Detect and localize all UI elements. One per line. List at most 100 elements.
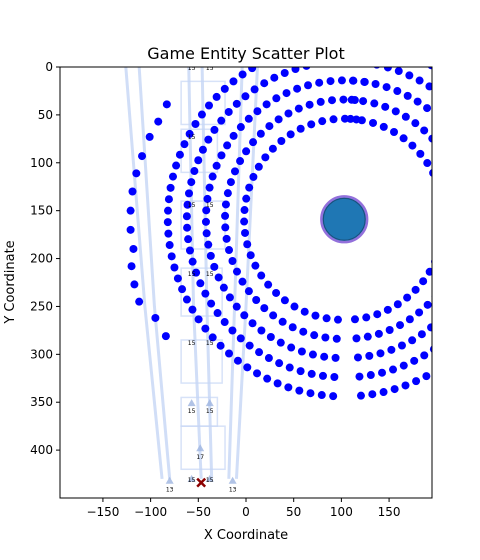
- formation-box: [180, 80, 226, 126]
- entity-dot: [405, 71, 414, 80]
- entity-dot: [393, 300, 402, 309]
- entity-dot: [373, 310, 382, 319]
- entity-dot: [194, 315, 203, 324]
- entity-dot: [266, 332, 275, 341]
- entity-dot: [374, 41, 382, 49]
- base-circle-inner: [322, 197, 366, 241]
- entity-dot: [411, 285, 420, 294]
- entity-dot: [249, 172, 258, 181]
- entity-dot: [383, 305, 392, 314]
- entity-dot: [425, 82, 432, 91]
- entity-dot: [457, 241, 465, 249]
- entity-dot: [350, 315, 359, 324]
- entity-dot: [185, 129, 194, 138]
- entity-dot: [455, 81, 463, 89]
- x-tick-label: 0: [242, 505, 250, 519]
- entity-dot: [460, 113, 468, 121]
- entity-dot: [468, 338, 476, 346]
- entity-dot: [470, 168, 478, 176]
- entity-dot: [242, 147, 251, 156]
- entity-dot: [363, 40, 371, 48]
- entity-dot: [182, 212, 191, 221]
- unit-icon: [205, 474, 214, 482]
- entity-dot: [435, 247, 443, 255]
- entity-dot: [456, 323, 464, 331]
- entity-dot: [265, 122, 274, 131]
- unit-count-label: 15: [206, 477, 214, 484]
- unit-icon: [165, 476, 174, 484]
- unit-count-label: 15: [188, 340, 196, 347]
- entity-dot: [362, 313, 371, 322]
- entity-dot: [459, 207, 467, 215]
- entity-dot: [332, 334, 341, 343]
- entity-dot: [225, 293, 234, 302]
- entity-dot: [458, 196, 466, 204]
- unit-icon: [187, 399, 196, 407]
- entity-dot: [232, 99, 241, 108]
- entity-dot: [397, 341, 406, 350]
- entity-dot: [413, 97, 422, 106]
- entity-dot: [365, 351, 374, 360]
- entity-dot: [381, 102, 390, 111]
- entity-dot: [307, 120, 316, 129]
- entity-dot: [223, 189, 232, 198]
- entity-dot: [459, 219, 467, 227]
- entity-dot: [422, 372, 431, 381]
- entity-dot: [225, 349, 234, 358]
- entity-dot: [472, 258, 480, 266]
- entity-dot: [463, 314, 471, 322]
- entity-dot: [420, 351, 429, 360]
- entity-dot: [280, 296, 289, 305]
- entity-dot: [264, 280, 273, 289]
- unit-icon: [196, 444, 205, 452]
- entity-dot: [288, 323, 297, 332]
- chart-title: Game Entity Scatter Plot: [147, 44, 344, 63]
- y-tick-label: 250: [30, 299, 53, 313]
- entity-dot: [315, 78, 324, 87]
- entity-dot: [429, 345, 432, 353]
- entity-dot: [232, 267, 241, 276]
- entity-dot: [339, 95, 348, 104]
- entity-dot: [253, 107, 262, 116]
- entity-dot: [165, 241, 174, 250]
- entity-dot: [272, 94, 281, 103]
- entity-dot: [243, 363, 252, 372]
- x-tick-label: −100: [134, 505, 167, 519]
- entity-dot: [190, 167, 199, 176]
- entity-dot: [378, 368, 387, 377]
- base-circle: [320, 195, 369, 244]
- entity-dot: [201, 324, 210, 333]
- entity-dot: [399, 361, 408, 370]
- entity-dot: [163, 218, 172, 227]
- target-x-marker: [196, 477, 207, 488]
- entity-dot: [272, 288, 281, 297]
- entity-dot: [362, 59, 370, 67]
- entity-dot: [300, 307, 309, 316]
- entity-dot: [170, 263, 179, 272]
- entity-dot: [220, 318, 229, 327]
- entity-dot: [369, 118, 378, 127]
- entity-dot: [222, 234, 231, 243]
- entity-dot: [415, 76, 424, 85]
- entity-dot: [268, 144, 277, 153]
- entity-dot: [432, 366, 440, 374]
- entity-dot: [394, 67, 403, 76]
- entity-dot: [379, 122, 388, 131]
- entity-dot: [164, 229, 173, 238]
- plot-area: 15 15 15 15 15 15 15 15 15 15 15 17 13 15 15 13: [124, 40, 480, 493]
- unit-icon: [187, 474, 196, 482]
- entity-dot: [396, 321, 405, 330]
- y-tick-label: 300: [30, 347, 53, 361]
- entity-dot: [340, 114, 349, 123]
- entity-dot: [383, 67, 392, 72]
- entity-dot: [337, 76, 346, 85]
- entity-dot: [429, 169, 432, 177]
- entity-dot: [368, 390, 377, 399]
- entity-dot: [212, 161, 221, 170]
- entity-dot: [204, 135, 213, 144]
- entity-dot: [185, 246, 194, 255]
- entity-dot: [416, 149, 425, 158]
- entity-dot: [221, 200, 230, 209]
- entity-dot: [213, 309, 222, 318]
